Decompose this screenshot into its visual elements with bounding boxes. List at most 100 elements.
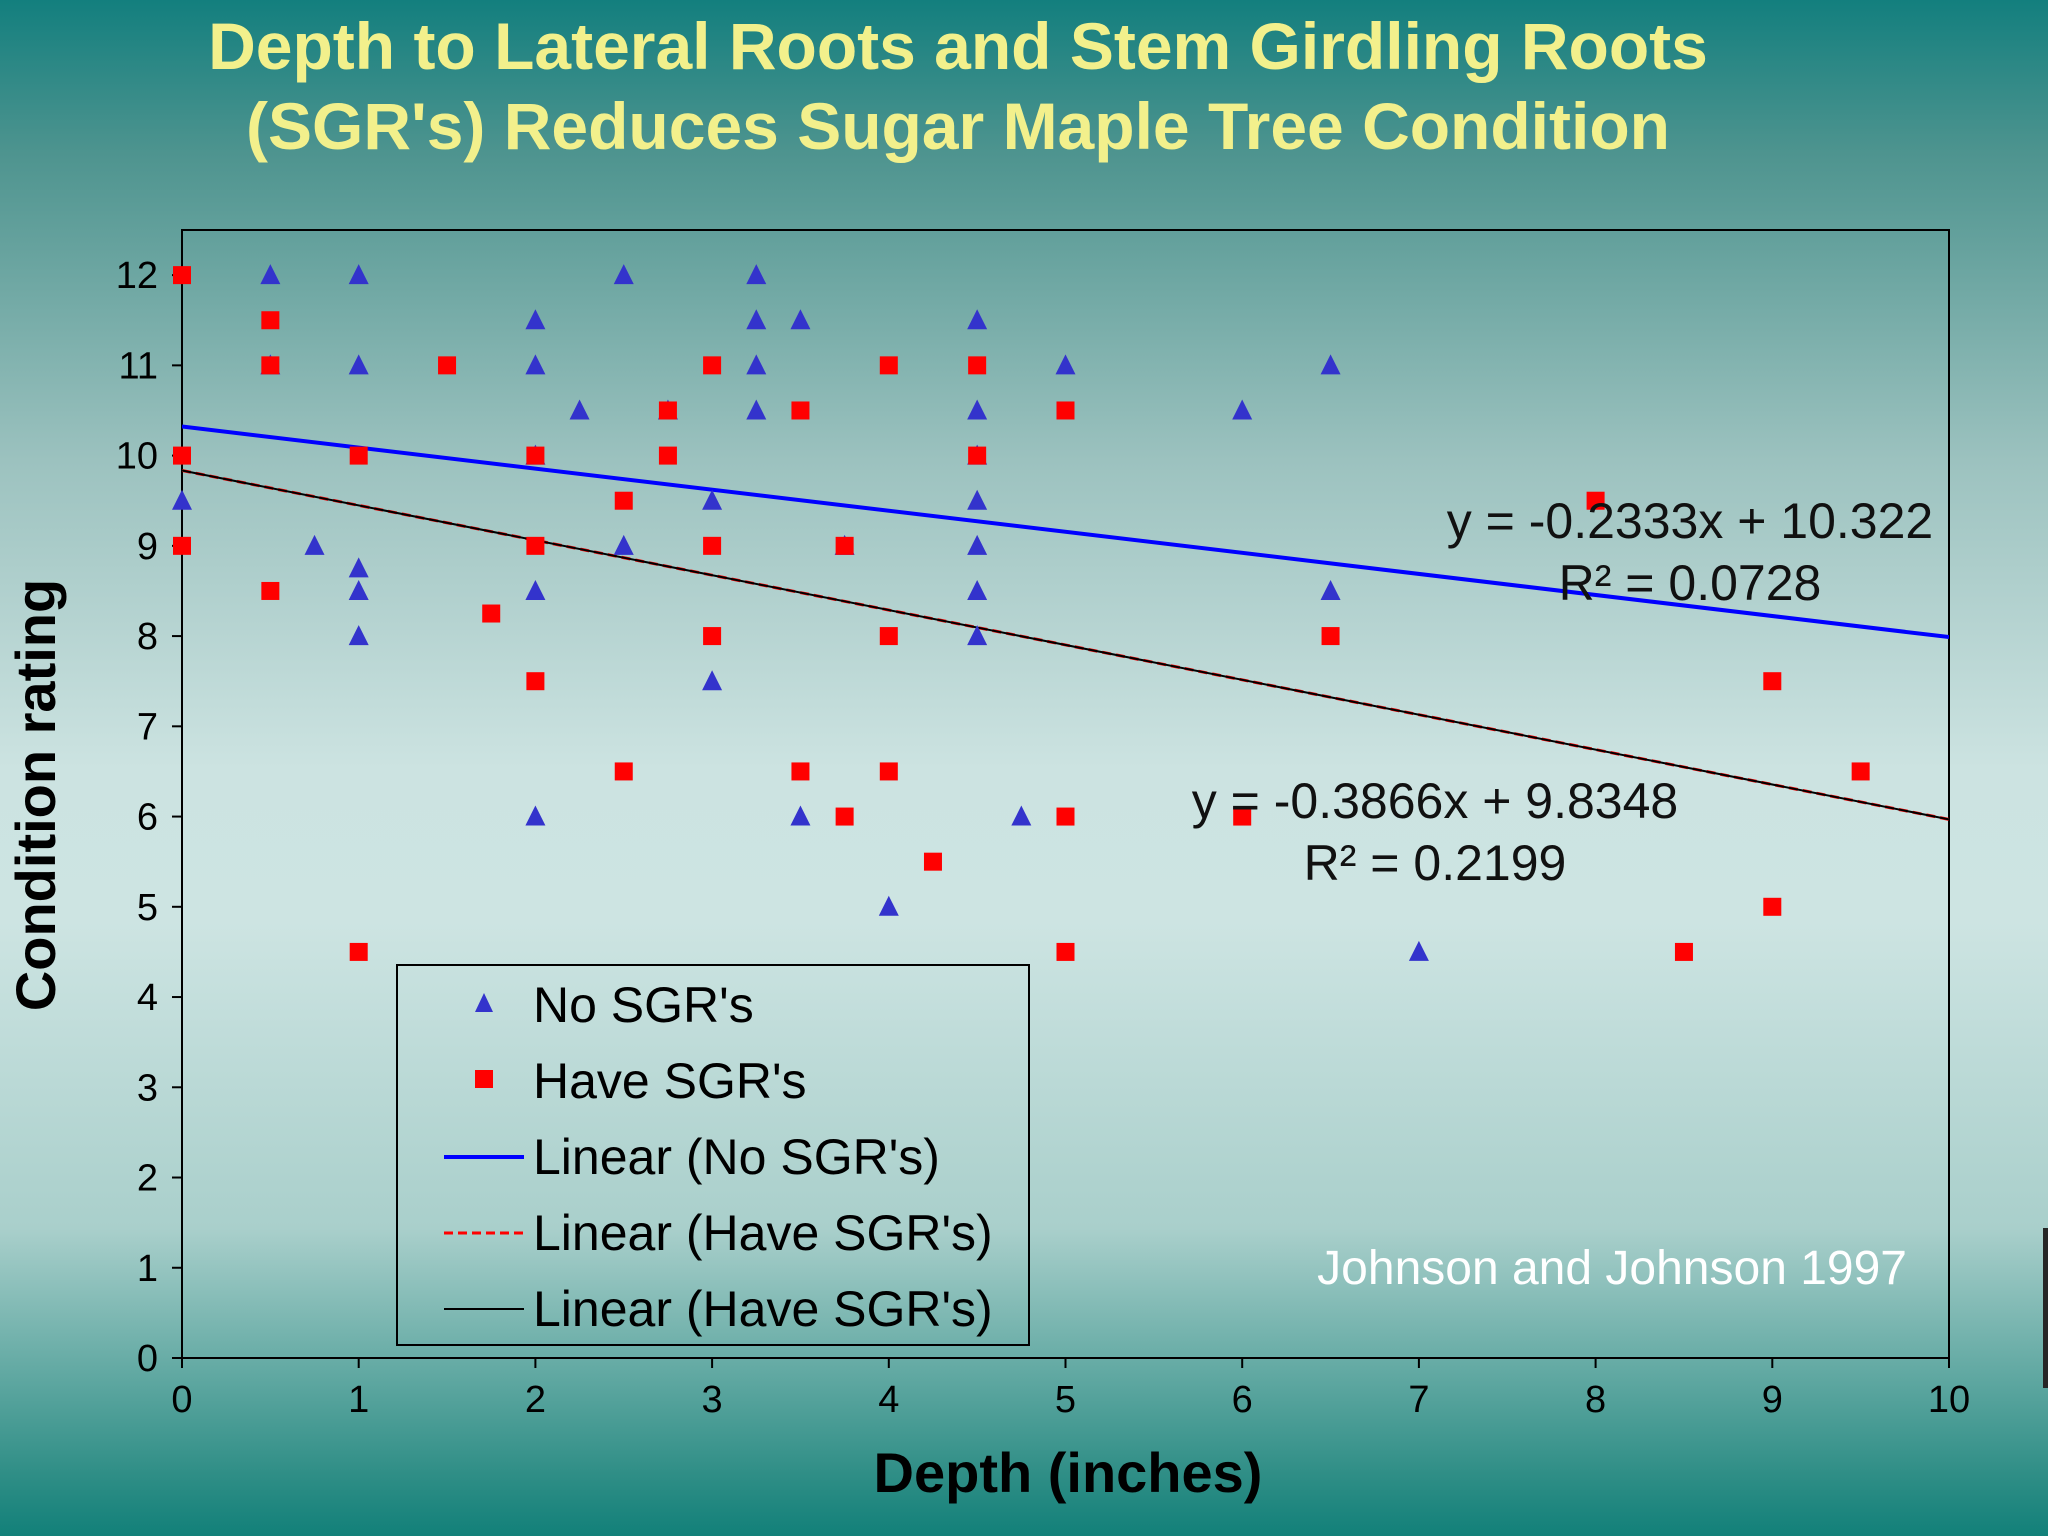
x-tick-label: 2 [525,1379,546,1421]
point-no-sgr [967,625,988,646]
slide-title: Depth to Lateral Roots and Stem Girdling… [0,6,1916,166]
y-tick-label: 6 [137,797,158,839]
legend-box [396,964,1030,1346]
y-tick-label: 10 [116,436,158,478]
point-have-sgr [349,446,368,465]
legend-label-linear-have-sgr-dashed: Linear (Have SGR's) [533,1205,993,1261]
point-no-sgr [1055,354,1076,375]
point-have-sgr [1233,807,1252,826]
point-no-sgr [967,534,988,555]
point-have-sgr [482,604,501,623]
y-tick-label: 11 [119,345,158,387]
point-no-sgr [304,534,325,555]
point-have-sgr [173,536,191,555]
point-have-sgr [923,852,942,871]
slide-title-line-1: Depth to Lateral Roots and Stem Girdling… [208,9,1708,83]
point-no-sgr [746,354,767,375]
point-no-sgr [967,309,988,330]
x-tick-label: 4 [878,1379,899,1421]
point-no-sgr [702,489,723,510]
credit-annotation: Johnson and Johnson 1997 [1317,1242,1907,1295]
point-have-sgr [968,446,987,465]
point-no-sgr [746,309,767,330]
point-have-sgr [261,581,280,600]
point-no-sgr [967,399,988,420]
legend-label-no-sgr: No SGR's [533,977,754,1033]
equation-no-sgr: y = -0.2333x + 10.322 [1447,493,1933,549]
point-have-sgr [438,356,457,375]
point-no-sgr [348,579,369,600]
point-have-sgr [1586,491,1605,510]
y-tick-label: 8 [137,616,158,658]
point-no-sgr [525,805,546,826]
point-no-sgr [348,264,369,285]
point-no-sgr [613,534,634,555]
x-tick-label: 8 [1585,1379,1606,1421]
x-tick-label: 6 [1232,1379,1253,1421]
point-no-sgr [348,557,369,578]
point-have-sgr [1056,401,1075,420]
point-have-sgr [1674,942,1693,961]
point-no-sgr [967,579,988,600]
point-no-sgr [790,805,811,826]
point-have-sgr [658,401,677,420]
point-have-sgr [968,356,987,375]
point-no-sgr [1011,805,1032,826]
point-have-sgr [614,762,633,781]
equation-have-sgr: y = -0.3866x + 9.8348 [1192,773,1678,829]
point-have-sgr [835,536,854,555]
point-have-sgr [349,942,368,961]
point-have-sgr [1763,897,1782,916]
point-have-sgr [879,762,898,781]
point-no-sgr [613,264,634,285]
point-no-sgr [746,264,767,285]
y-tick-label: 7 [137,706,158,748]
point-have-sgr [526,536,545,555]
point-have-sgr [703,356,722,375]
y-tick-label: 12 [116,255,158,297]
trendline-0 [182,424,1949,640]
y-tick-label: 9 [137,526,158,568]
point-no-sgr [1320,354,1341,375]
point-no-sgr [348,625,369,646]
point-no-sgr [348,354,369,375]
point-have-sgr [1763,672,1782,691]
point-no-sgr [525,354,546,375]
x-tick-label: 10 [1928,1379,1970,1421]
x-axis-label: Depth (inches) [874,1441,1263,1504]
point-no-sgr [1320,579,1341,600]
r2-no-sgr: R² = 0.0728 [1559,555,1822,611]
point-no-sgr [746,399,767,420]
point-no-sgr [1408,940,1429,961]
point-have-sgr [835,807,854,826]
point-have-sgr [1321,627,1340,646]
point-have-sgr [879,627,898,646]
legend-marker-have-sgr [475,1070,493,1088]
point-no-sgr [172,489,192,510]
point-no-sgr [790,309,811,330]
y-tick-label: 2 [137,1158,158,1200]
x-tick-label: 7 [1408,1379,1429,1421]
point-no-sgr [525,309,546,330]
y-tick-label: 0 [137,1338,158,1380]
y-tick-label: 3 [137,1067,158,1109]
y-tick-label: 4 [137,977,158,1019]
y-tick-label: 1 [137,1248,158,1290]
point-have-sgr [173,266,191,285]
point-have-sgr [173,446,191,465]
point-have-sgr [526,672,545,691]
point-have-sgr [791,401,810,420]
x-tick-label: 3 [702,1379,723,1421]
slide-title-line-2: (SGR's) Reduces Sugar Maple Tree Conditi… [246,89,1670,163]
x-tick-label: 9 [1762,1379,1783,1421]
point-no-sgr [878,895,899,916]
legend-label-linear-have-sgr-solid: Linear (Have SGR's) [533,1281,993,1337]
point-no-sgr [1232,399,1253,420]
point-have-sgr [879,356,898,375]
plot-area [181,229,1950,1359]
slide-edge-bar [2043,1228,2048,1388]
r2-have-sgr: R² = 0.2199 [1304,835,1567,891]
point-have-sgr [1056,942,1075,961]
x-tick-label: 5 [1055,1379,1076,1421]
